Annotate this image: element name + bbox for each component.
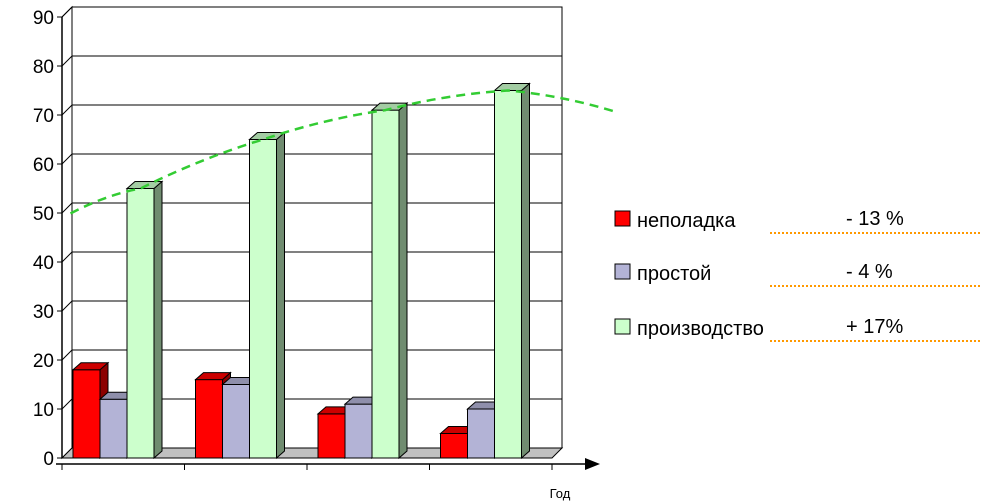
legend-label-неполадка: неполадка xyxy=(637,210,736,232)
bar-side xyxy=(276,131,285,460)
gridline-depth xyxy=(61,202,73,214)
bar-простой xyxy=(344,403,373,459)
axes-group xyxy=(56,16,600,470)
bar-неполадка xyxy=(195,379,223,459)
trendline-group xyxy=(69,89,619,215)
gridline-depth xyxy=(61,349,73,361)
x-axis-arrow xyxy=(585,458,600,470)
gridline-depth xyxy=(61,251,73,263)
bar-side xyxy=(398,101,408,460)
y-tick-label: 30 xyxy=(33,302,54,323)
legend-label-производство: производство xyxy=(637,318,764,340)
bar-side xyxy=(521,82,530,460)
bar-простой xyxy=(467,408,495,459)
gridline-depth xyxy=(61,153,73,165)
y-tick-label: 20 xyxy=(33,351,54,372)
legend-change-неполадка: - 13 % xyxy=(846,208,904,230)
gridline-depth xyxy=(61,6,73,18)
bar-top xyxy=(194,372,232,381)
bar-простой xyxy=(99,398,128,459)
y-tick-label: 60 xyxy=(33,155,54,176)
y-tick-label: 0 xyxy=(43,449,54,470)
x-axis-label: Год xyxy=(550,486,571,501)
bar-неполадка xyxy=(317,413,346,459)
y-tick-label: 90 xyxy=(33,8,54,29)
legend-swatch-неполадка xyxy=(614,210,631,227)
legend-label-простой: простой xyxy=(637,263,711,285)
bar-side xyxy=(153,180,163,460)
side-wall xyxy=(61,5,73,460)
bar-производство xyxy=(371,109,400,459)
bar-неполадка xyxy=(440,433,468,459)
gridline-depth xyxy=(61,55,73,67)
y-tick-label: 80 xyxy=(33,57,54,78)
y-tick-label: 50 xyxy=(33,204,54,225)
bar-производство xyxy=(249,139,277,459)
gridline-depth xyxy=(61,104,73,116)
legend-change-простой: - 4 % xyxy=(846,261,893,283)
bar-производство xyxy=(494,90,522,459)
legend-swatch-производство xyxy=(614,318,631,335)
bar-top xyxy=(493,83,531,91)
bar-top xyxy=(71,362,110,371)
y-tick-labels: 0 10 20 30 40 50 60 70 80 90 xyxy=(33,8,54,470)
legend-change-производство: + 17% xyxy=(846,316,903,338)
trendline xyxy=(69,89,619,215)
bar-простой xyxy=(222,384,250,459)
bar-неполадка xyxy=(72,369,101,459)
gridline-depth xyxy=(61,398,73,410)
legend: неполадка - 13 % простой - 4 % производство +… xyxy=(614,208,980,342)
bar-top xyxy=(125,181,164,189)
y-tick-label: 70 xyxy=(33,106,54,127)
y-tick-label: 40 xyxy=(33,253,54,274)
y-tick-label: 10 xyxy=(33,400,54,421)
legend-swatch-простой xyxy=(614,263,631,280)
bar-производство xyxy=(126,188,155,459)
gridline-depth xyxy=(61,300,73,312)
